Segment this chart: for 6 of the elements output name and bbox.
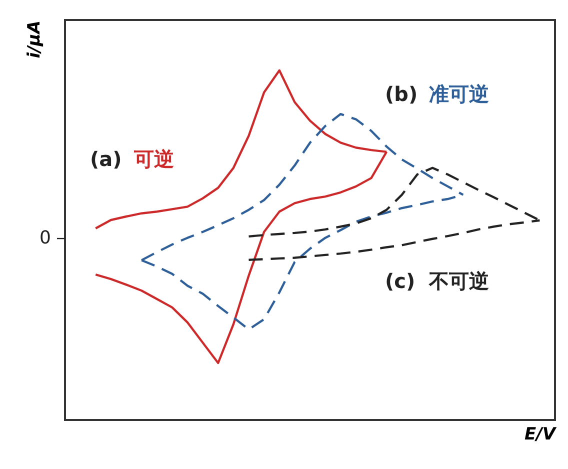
y-axis-title: i/μA (24, 20, 44, 58)
x-axis-title: E/V (524, 424, 558, 444)
series-label: (b) 准可逆 (385, 82, 489, 106)
text: 0 (40, 228, 51, 249)
series-label: (a) 可逆 (90, 147, 174, 171)
text: (c) 不可逆 (385, 269, 489, 293)
